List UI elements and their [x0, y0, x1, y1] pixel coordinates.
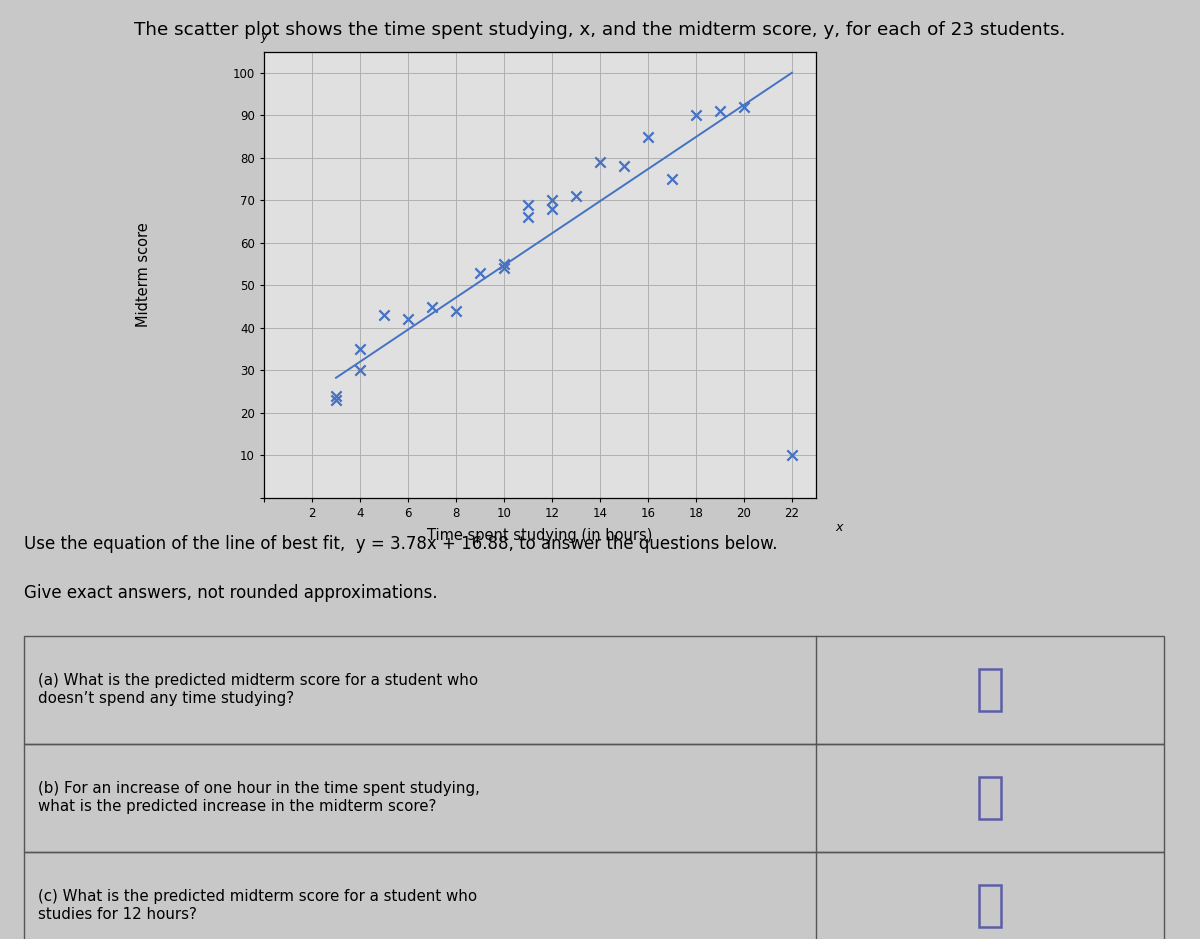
Text: The scatter plot shows the time spent studying, x, and the midterm score, y, for: The scatter plot shows the time spent st…	[134, 21, 1066, 38]
Point	[446, 303, 466, 318]
Point	[350, 342, 370, 357]
Point	[590, 155, 610, 170]
Point	[518, 197, 538, 212]
Point	[494, 256, 514, 271]
Point	[326, 393, 346, 408]
Point	[398, 312, 418, 327]
Point	[710, 103, 730, 118]
Point	[734, 100, 754, 115]
Point	[422, 299, 442, 314]
Point	[542, 192, 562, 208]
Text: (c) What is the predicted midterm score for a student who
studies for 12 hours?: (c) What is the predicted midterm score …	[38, 889, 478, 922]
Text: y: y	[260, 30, 268, 43]
Point	[518, 209, 538, 224]
Point	[566, 189, 586, 204]
Text: (a) What is the predicted midterm score for a student who
doesn’t spend any time: (a) What is the predicted midterm score …	[38, 673, 479, 706]
Point	[542, 201, 562, 216]
Point	[782, 448, 802, 463]
Point	[470, 265, 490, 280]
Point	[494, 261, 514, 276]
Text: Time spent studying (in hours): Time spent studying (in hours)	[427, 528, 653, 543]
Point	[374, 307, 394, 322]
Point	[350, 362, 370, 377]
Point	[614, 159, 634, 174]
Text: Midterm score: Midterm score	[137, 223, 151, 327]
Point	[326, 388, 346, 403]
Point	[686, 108, 706, 123]
Point	[638, 129, 658, 144]
Point	[662, 172, 682, 187]
Text: Use the equation of the line of best fit,  y = 3.78x + 16.88, to answer the ques: Use the equation of the line of best fit…	[24, 535, 778, 553]
Text: Give exact answers, not rounded approximations.: Give exact answers, not rounded approxim…	[24, 584, 438, 602]
Text: (b) For an increase of one hour in the time spent studying,
what is the predicte: (b) For an increase of one hour in the t…	[38, 781, 480, 814]
Text: x: x	[835, 521, 842, 534]
